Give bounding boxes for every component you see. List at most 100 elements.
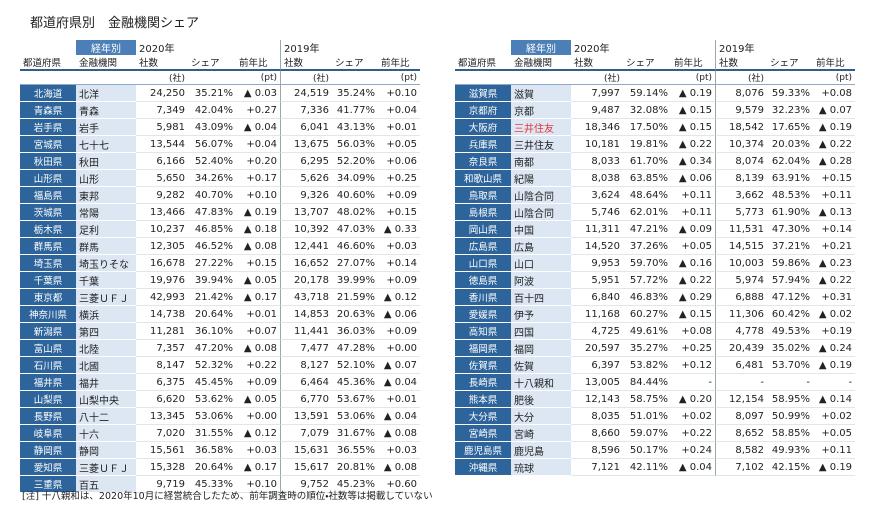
value-cell: 20.64% bbox=[188, 459, 236, 476]
value-cell: 50.99% bbox=[767, 408, 814, 425]
value-cell: 8,660 bbox=[571, 425, 623, 442]
value-cell: 45.45% bbox=[188, 374, 236, 391]
value-cell: ▲ 0.19 bbox=[236, 204, 281, 221]
prefecture: 岐阜県 bbox=[20, 425, 76, 442]
era-label: 経年別 bbox=[511, 40, 571, 55]
value-cell: ▲ 0.06 bbox=[671, 170, 716, 187]
data-row: 徳島県 阿波 5,951 57.72% ▲ 0.22 5,974 57.94% ▲ 0.22 bbox=[455, 272, 856, 289]
value-cell: ▲ 0.04 bbox=[378, 374, 421, 391]
value-cell: ▲ 0.09 bbox=[671, 221, 716, 238]
year-label: 2020年 bbox=[139, 44, 175, 55]
value-cell: ▲ 0.22 bbox=[671, 272, 716, 289]
value-cell: 56.07% bbox=[188, 136, 236, 153]
value-cell: 35.24% bbox=[332, 85, 379, 102]
value-cell: 6,770 bbox=[280, 391, 333, 408]
value-cell: 5,974 bbox=[715, 272, 768, 289]
value-cell: ▲ 0.07 bbox=[813, 102, 856, 119]
value-cell: 24,519 bbox=[280, 85, 333, 102]
value-cell: ▲ 0.22 bbox=[671, 136, 716, 153]
value-cell: 37.26% bbox=[623, 238, 671, 255]
prefecture: 福島県 bbox=[20, 187, 76, 204]
value-cell: 53.62% bbox=[188, 391, 236, 408]
column-header: 都道府県 bbox=[455, 55, 511, 71]
value-cell: 36.03% bbox=[332, 323, 379, 340]
data-row: 京都府 京都 9,487 32.08% ▲ 0.15 9,579 32.23% ▲ 0.07 bbox=[455, 102, 856, 119]
unit-row: (社) (pt) (社) (pt) bbox=[455, 71, 856, 85]
value-cell: 46.83% bbox=[623, 289, 671, 306]
bank-name: 三菱ＵＦＪ bbox=[76, 459, 136, 476]
value-cell: 17.65% bbox=[767, 119, 814, 136]
value-cell: 59.70% bbox=[623, 255, 671, 272]
bank-name: 埼玉りそな bbox=[76, 255, 136, 272]
value-cell: 8,127 bbox=[280, 357, 333, 374]
value-cell: +0.21 bbox=[813, 238, 856, 255]
value-cell: +0.05 bbox=[378, 136, 421, 153]
bank-name: 鹿児島 bbox=[511, 442, 571, 459]
bank-name: 北國 bbox=[76, 357, 136, 374]
bank-name: 八十二 bbox=[76, 408, 136, 425]
column-header: 前年比 bbox=[236, 55, 281, 71]
value-cell: +0.05 bbox=[813, 425, 856, 442]
unit-label: (社) bbox=[571, 71, 623, 85]
value-cell: 36.58% bbox=[188, 442, 236, 459]
share-table: 経年別 2020年 2019年 都道府県 金融機関 社数 シェア 前年比 社数 シェア 前年比 (社)… bbox=[20, 40, 421, 493]
value-cell: +0.10 bbox=[236, 187, 281, 204]
value-cell: 49.61% bbox=[623, 323, 671, 340]
cell bbox=[76, 71, 136, 85]
data-row: 沖縄県 琉球 7,121 42.11% ▲ 0.04 7,102 42.15% ▲ 0.19 bbox=[455, 459, 856, 476]
value-cell: 3,662 bbox=[715, 187, 768, 204]
value-cell: 16,678 bbox=[136, 255, 188, 272]
value-cell: 27.22% bbox=[188, 255, 236, 272]
value-cell: +0.27 bbox=[236, 102, 281, 119]
bank-name: 群馬 bbox=[76, 238, 136, 255]
value-cell: 11,306 bbox=[715, 306, 768, 323]
value-cell: 6,464 bbox=[280, 374, 333, 391]
bank-name: 大分 bbox=[511, 408, 571, 425]
unit-label: (社) bbox=[280, 71, 333, 85]
value-cell: +0.02 bbox=[671, 408, 716, 425]
prefecture: 滋賀県 bbox=[455, 85, 511, 102]
prefecture: 栃木県 bbox=[20, 221, 76, 238]
value-cell: +0.03 bbox=[378, 442, 421, 459]
data-row: 和歌山県 紀陽 8,038 63.85% ▲ 0.06 8,139 63.91% +0.15 bbox=[455, 170, 856, 187]
value-cell: +0.01 bbox=[378, 119, 421, 136]
value-cell: 39.94% bbox=[188, 272, 236, 289]
value-cell: 13,591 bbox=[280, 408, 333, 425]
value-cell: +0.01 bbox=[236, 306, 281, 323]
value-cell: 13,675 bbox=[280, 136, 333, 153]
prefecture: 岩手県 bbox=[20, 119, 76, 136]
data-row: 福島県 東邦 9,282 40.70% +0.10 9,326 40.60% +0.09 bbox=[20, 187, 421, 204]
value-cell: 6,295 bbox=[280, 153, 333, 170]
value-cell: ▲ 0.19 bbox=[813, 357, 856, 374]
column-header: 社数 bbox=[571, 55, 623, 71]
data-row: 富山県 北陸 7,357 47.20% ▲ 0.08 7,477 47.28% +0.00 bbox=[20, 340, 421, 357]
value-cell: ▲ 0.22 bbox=[813, 272, 856, 289]
unit-label: (pt) bbox=[236, 71, 281, 85]
value-cell: 58.75% bbox=[623, 391, 671, 408]
value-cell: 8,596 bbox=[571, 442, 623, 459]
cell bbox=[623, 71, 671, 85]
value-cell: 13,345 bbox=[136, 408, 188, 425]
value-cell: ▲ 0.06 bbox=[378, 306, 421, 323]
prefecture: 長野県 bbox=[20, 408, 76, 425]
value-cell: 60.27% bbox=[623, 306, 671, 323]
year-label: 2020年 bbox=[574, 44, 610, 55]
value-cell: 9,326 bbox=[280, 187, 333, 204]
bank-name: 滋賀 bbox=[511, 85, 571, 102]
value-cell: 48.64% bbox=[623, 187, 671, 204]
prefecture: 島根県 bbox=[455, 204, 511, 221]
value-cell: 62.04% bbox=[767, 153, 814, 170]
data-row: 山口県 山口 9,953 59.70% ▲ 0.16 10,003 59.86% ▲ 0.23 bbox=[455, 255, 856, 272]
value-cell: 11,441 bbox=[280, 323, 333, 340]
value-cell: 7,102 bbox=[715, 459, 768, 476]
prefecture: 徳島県 bbox=[455, 272, 511, 289]
value-cell: 63.91% bbox=[767, 170, 814, 187]
value-cell: +0.00 bbox=[236, 408, 281, 425]
column-header: シェア bbox=[623, 55, 671, 71]
prefecture: 香川県 bbox=[455, 289, 511, 306]
column-header: 前年比 bbox=[813, 55, 856, 71]
value-cell: 45.33% bbox=[188, 476, 236, 493]
cell bbox=[511, 71, 571, 85]
prefecture: 山形県 bbox=[20, 170, 76, 187]
